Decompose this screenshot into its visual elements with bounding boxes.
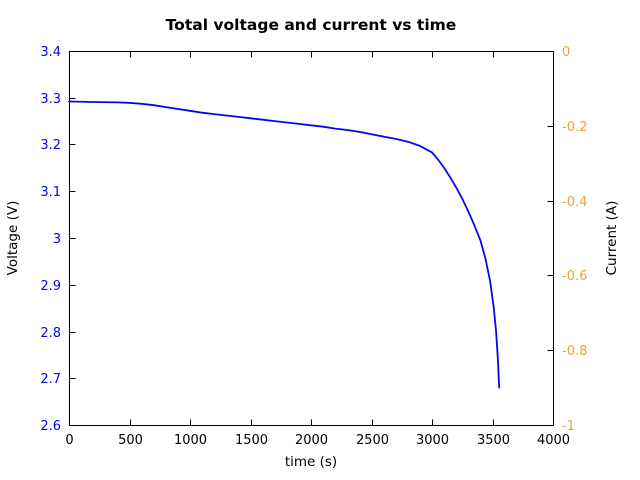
y-right-tick-label: 0 — [562, 45, 570, 60]
y-right-tick-label: -0.8 — [562, 344, 587, 359]
y-right-tick-label: -0.2 — [562, 120, 587, 135]
x-tick-label: 1500 — [235, 433, 268, 448]
y-right-tick-label: -0.4 — [562, 195, 587, 210]
x-tick-label: 0 — [65, 433, 73, 448]
x-tick-label: 2000 — [295, 433, 328, 448]
y-left-tick-label: 2.6 — [40, 419, 61, 434]
y-left-tick-label: 3.4 — [40, 45, 61, 60]
left-axis-label: Voltage (V) — [5, 200, 21, 276]
chart-title: Total voltage and current vs time — [165, 16, 457, 34]
right-axis-label: Current (A) — [604, 200, 620, 276]
voltage-curve — [68, 100, 501, 389]
y-left-tick-label: 2.8 — [40, 326, 61, 341]
x-axis-label: time (s) — [284, 454, 338, 470]
y-left-tick-label: 2.9 — [40, 279, 61, 294]
y-left-tick-label: 3.3 — [40, 92, 61, 107]
x-tick-label: 3000 — [416, 433, 449, 448]
x-tick-label: 500 — [118, 433, 143, 448]
y-right-tick-label: -0.6 — [562, 269, 587, 284]
y-right-tick-label: -1 — [562, 419, 575, 434]
x-tick-label: 4000 — [537, 433, 570, 448]
x-tick-label: 3500 — [477, 433, 510, 448]
y-left-tick-label: 3.1 — [40, 185, 61, 200]
y-left-tick-label: 2.7 — [40, 372, 61, 387]
y-left-tick-label: 3.2 — [40, 138, 61, 153]
x-tick-label: 2500 — [356, 433, 389, 448]
x-tick-label: 1000 — [174, 433, 207, 448]
plot-frame — [69, 51, 554, 426]
y-left-tick-label: 3 — [53, 232, 61, 247]
